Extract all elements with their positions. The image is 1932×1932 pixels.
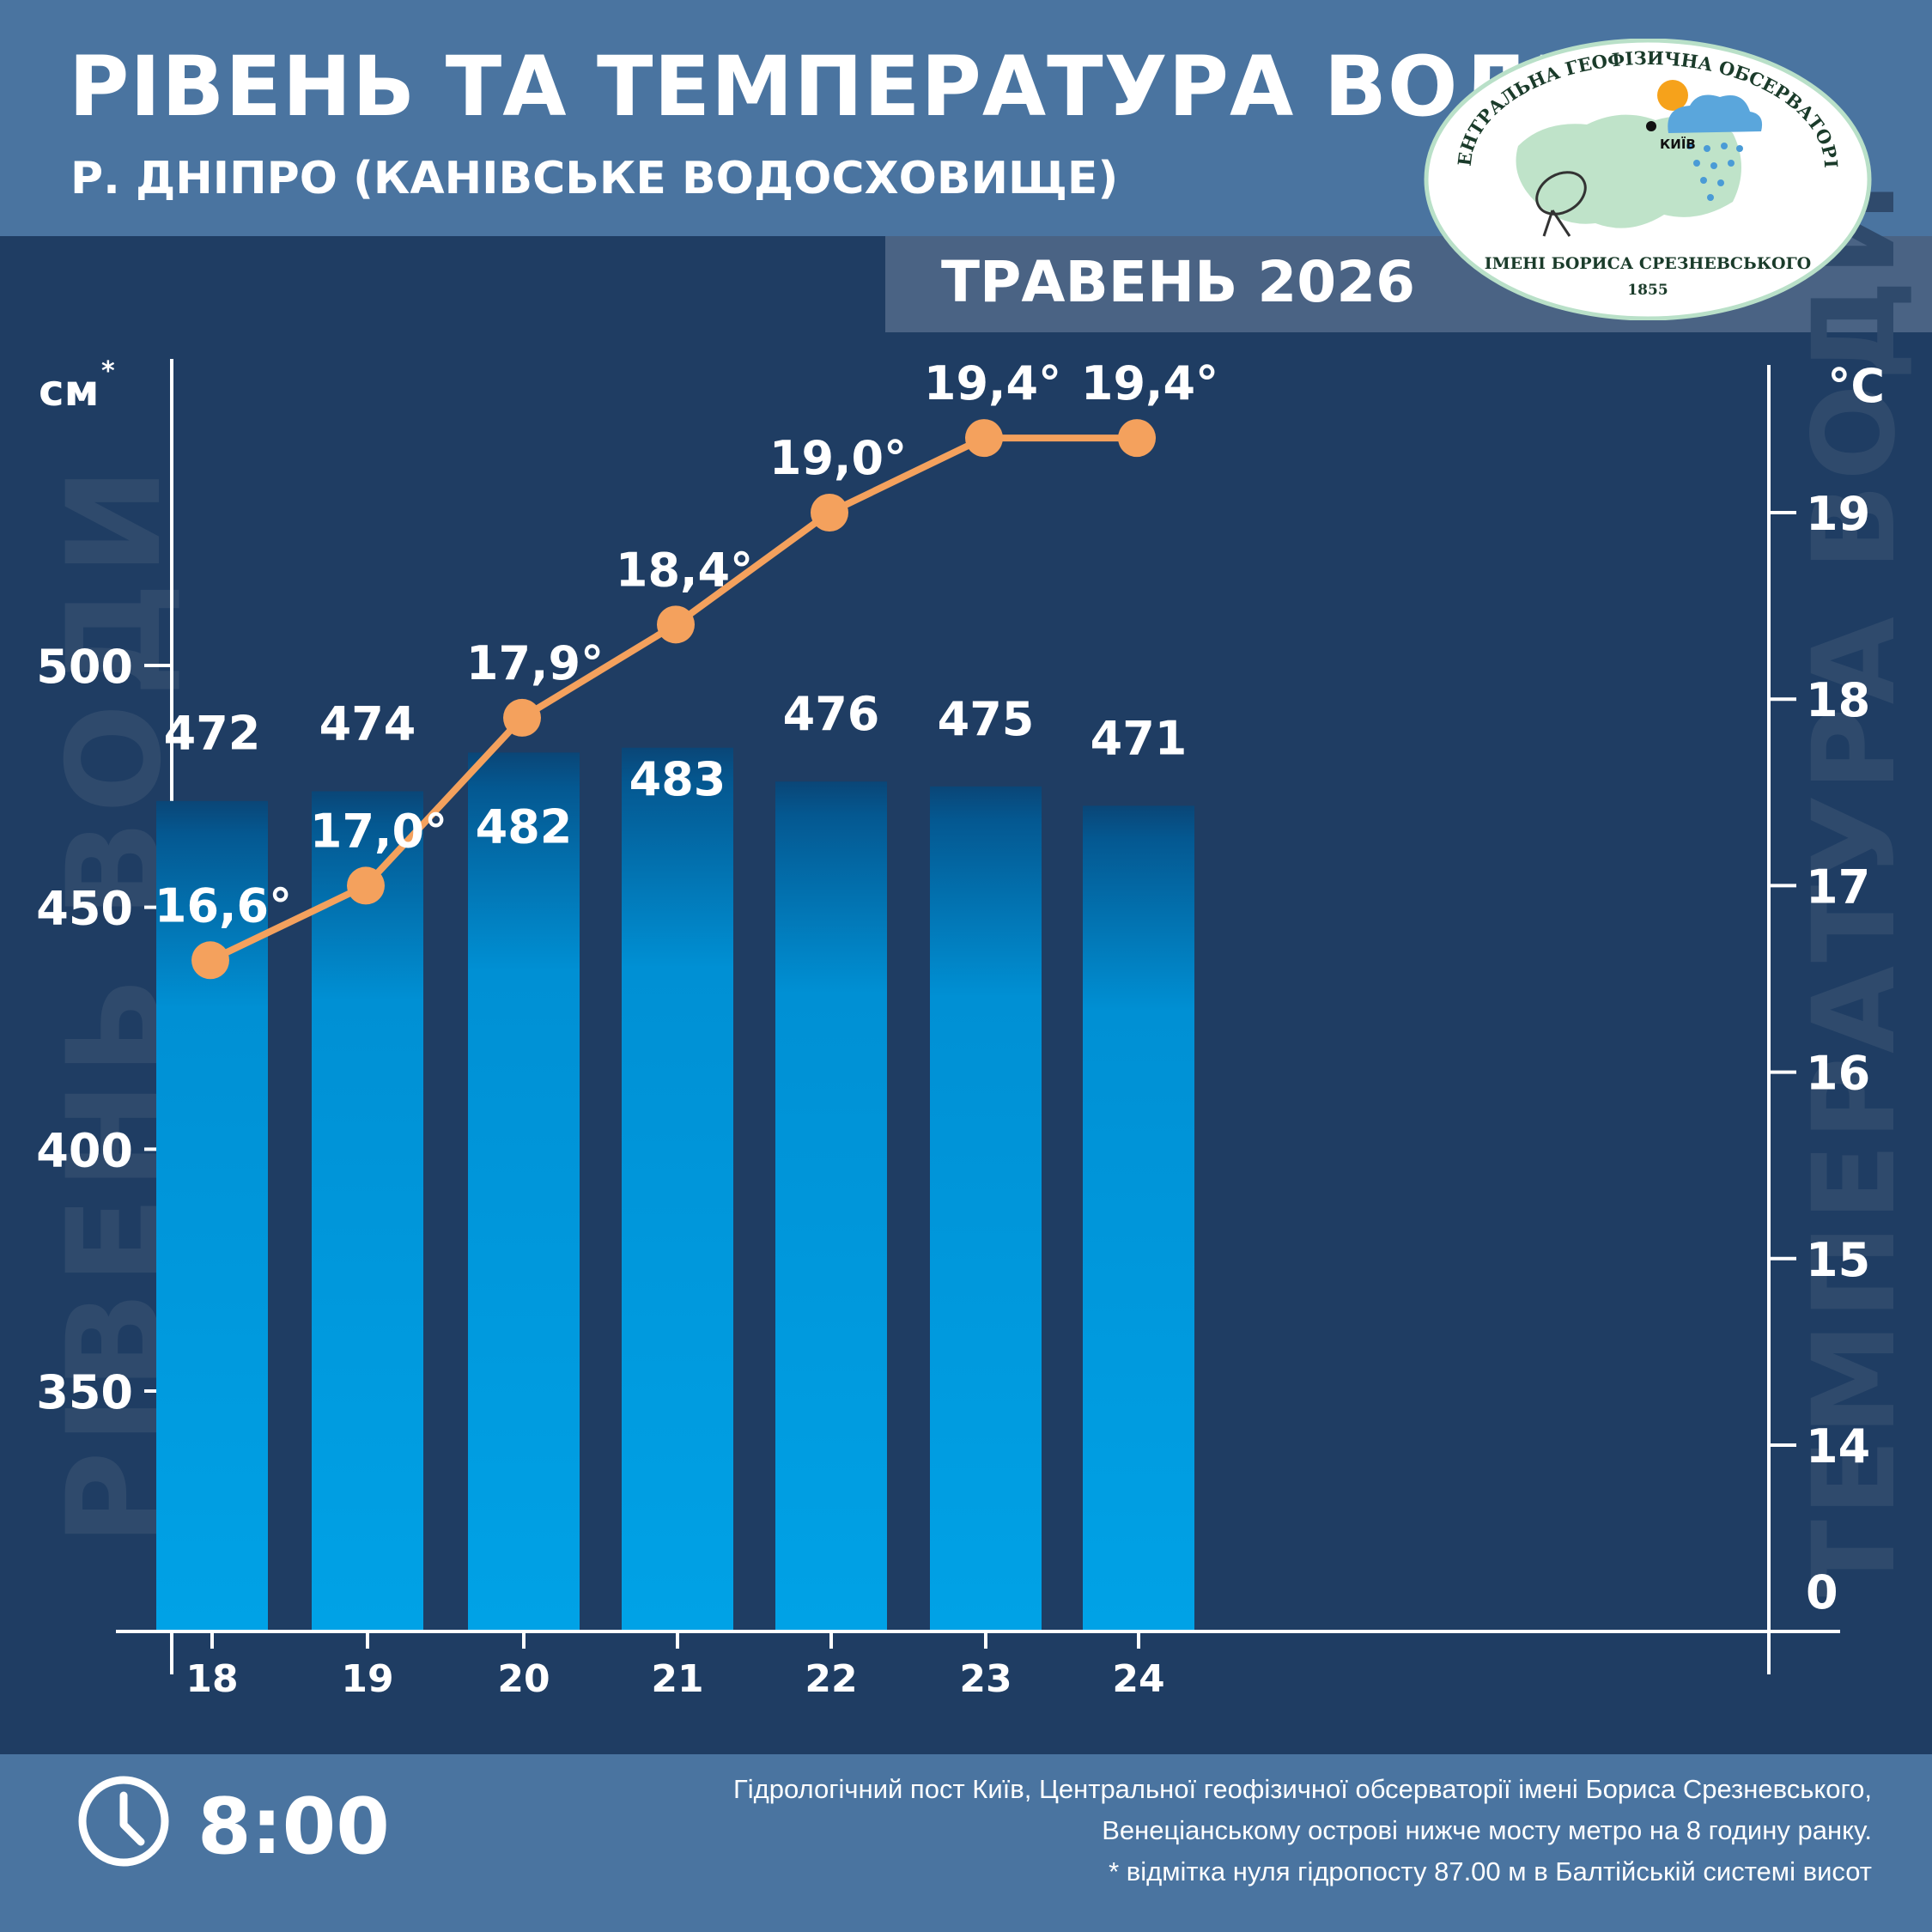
left-tick-label: 500 (36, 640, 133, 694)
footer-band (0, 1754, 1932, 1932)
temperature-label: 17,9° (466, 636, 604, 690)
right-tick-label: 17 (1806, 860, 1870, 914)
temperature-label: 18,4° (616, 543, 753, 597)
footnote: Гідрологічний пост Київ, Центральної гео… (733, 1769, 1872, 1893)
left-axis-label: см (39, 366, 100, 416)
level-bar (930, 786, 1042, 1630)
level-bar-label: 475 (938, 692, 1035, 746)
temperature-label: 19,4° (1081, 356, 1218, 410)
clock-icon (78, 1776, 169, 1867)
sun-icon (1657, 80, 1688, 111)
satellite-dish-icon (1535, 171, 1587, 237)
x-tick-label: 21 (651, 1657, 703, 1701)
temperature-point (965, 419, 1003, 458)
right-tick-label: 18 (1806, 673, 1870, 727)
temperature-point (657, 605, 695, 644)
right-axis-label: °C (1827, 359, 1885, 413)
right-tick-label: 16 (1806, 1047, 1870, 1101)
temperature-label: 19,0° (769, 431, 907, 485)
x-tick-label: 24 (1112, 1657, 1164, 1701)
observatory-logo: КИЇВ ЦЕНТРАЛЬНА ГЕОФІЗИЧНА ОБСЕРВАТОРІЯ … (1424, 39, 1872, 320)
level-bar (622, 747, 733, 1631)
x-tick-label: 22 (805, 1657, 857, 1701)
temperature-point (191, 941, 229, 980)
right-tick-label: 19 (1806, 487, 1870, 541)
right-tick-label: 14 (1806, 1419, 1870, 1473)
period-label: ТРАВЕНЬ 2026 (941, 249, 1416, 315)
temperature-label: 19,4° (924, 356, 1061, 410)
page-subtitle: Р. ДНІПРО (КАНІВСЬКЕ ВОДОСХОВИЩЕ) (70, 153, 1119, 204)
left-axis-label-sup: * (101, 356, 115, 386)
level-bar-label: 472 (164, 707, 261, 761)
footnote-line-1: Гідрологічний пост Київ, Центральної гео… (732, 1774, 1872, 1804)
page-title: РІВЕНЬ ТА ТЕМПЕРАТУРА ВОДИ (69, 39, 1603, 135)
logo-city: КИЇВ (1660, 136, 1696, 152)
level-bar-label: 476 (783, 687, 880, 741)
logo-year: 1855 (1627, 282, 1668, 299)
level-bar (775, 781, 887, 1630)
left-tick-label: 400 (36, 1123, 133, 1177)
observation-time: 8:00 (197, 1782, 390, 1872)
temperature-point (1118, 419, 1156, 458)
footnote-line-2: Венеціанському острові нижче мосту метро… (1102, 1815, 1872, 1845)
kyiv-dot (1646, 121, 1656, 131)
temperature-label: 16,6° (155, 878, 292, 933)
watermark-right: ТЕМПЕРАТУРА ВОДИ (1789, 178, 1921, 1597)
x-tick-label: 18 (185, 1657, 238, 1701)
left-tick-label: 450 (36, 882, 133, 936)
temperature-point (503, 698, 541, 737)
level-bar (312, 791, 423, 1630)
footnote-line-3: * відмітка нуля гідропосту 87.00 м в Бал… (1109, 1856, 1872, 1886)
level-bar (468, 752, 580, 1630)
temperature-label: 17,0° (310, 804, 447, 858)
chart: РІВЕНЬ ВОДИ ТЕМПЕРАТУРА ВОДИ 350400450500… (36, 178, 1921, 1701)
logo-bottom-text: ІМЕНІ БОРИСА СРЕЗНЕВСЬКОГО (1485, 254, 1811, 273)
right-tick-label: 15 (1806, 1233, 1870, 1287)
level-bar-label: 483 (629, 752, 726, 806)
ukraine-map-icon (1516, 114, 1741, 228)
level-bar-label: 471 (1091, 711, 1188, 765)
level-bar-label: 482 (476, 799, 573, 854)
temperature-point (347, 866, 385, 905)
rain-icon (1686, 143, 1743, 201)
x-tick-label: 19 (341, 1657, 393, 1701)
temperature-point (811, 494, 848, 532)
cloud-icon (1668, 94, 1763, 133)
right-tick-label: 0 (1806, 1565, 1838, 1619)
level-bar-label: 474 (319, 696, 416, 750)
left-tick-label: 350 (36, 1365, 133, 1419)
x-tick-label: 20 (497, 1657, 550, 1701)
level-bar (1083, 805, 1194, 1630)
x-tick-label: 23 (959, 1657, 1012, 1701)
